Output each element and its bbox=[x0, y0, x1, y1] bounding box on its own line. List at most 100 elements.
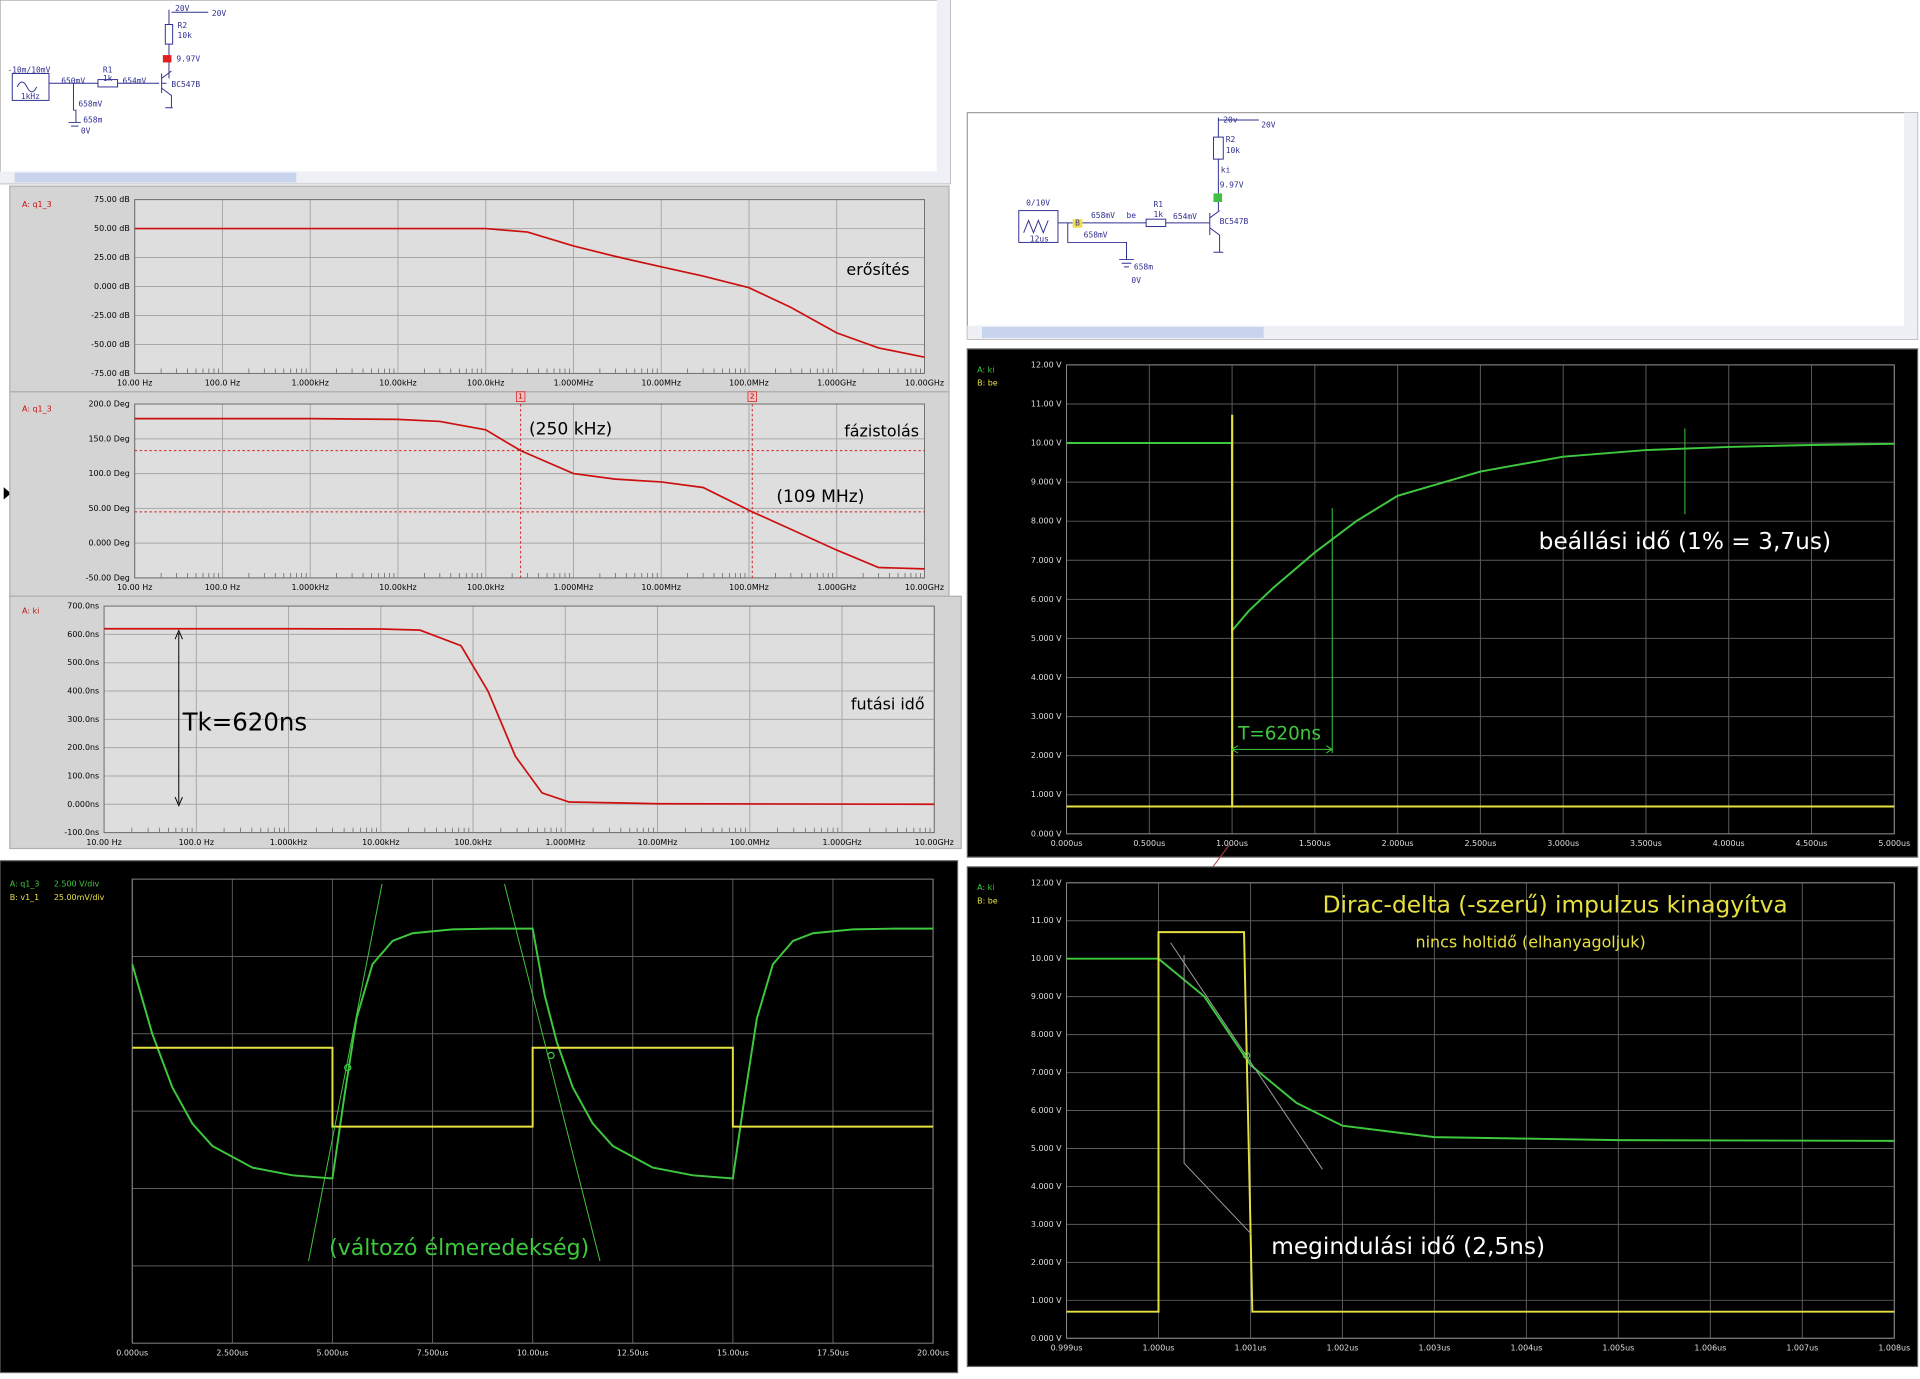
y-tick-label: 0.000 V bbox=[1031, 1334, 1062, 1343]
x-tick-label: 100.0kHz bbox=[454, 838, 491, 847]
schematic-label: BC547B bbox=[171, 80, 200, 89]
x-tick-label: 7.500us bbox=[417, 1348, 449, 1357]
x-tick-label: 1.005us bbox=[1602, 1344, 1634, 1353]
legend-scale: 25.00mV/div bbox=[54, 893, 105, 902]
legend-entry: A: q1_3 bbox=[10, 880, 40, 889]
annotation: megindulási idő (2,5ns) bbox=[1271, 1233, 1545, 1260]
schematic-label: 10k bbox=[1226, 146, 1241, 155]
chart: 0.000us 2.500us 5.000us 7.500us 10.00us 12.50… bbox=[0, 860, 959, 1374]
y-tick-label: 6.000 V bbox=[1031, 595, 1062, 604]
y-tick-label: 1.000 V bbox=[1031, 1296, 1062, 1305]
series-line bbox=[134, 227, 925, 359]
x-tick-label: 0.000us bbox=[116, 1348, 148, 1357]
x-tick-label: 4.500us bbox=[1796, 839, 1828, 848]
schematic-label: 20V bbox=[1261, 120, 1276, 129]
x-tick-label: 17.50us bbox=[817, 1348, 849, 1357]
y-tick-label: 0.000 dB bbox=[94, 282, 130, 291]
x-tick-label: 1.007us bbox=[1786, 1344, 1818, 1353]
legend-entry: A: ki bbox=[22, 606, 39, 615]
x-tick-label: 0.999us bbox=[1051, 1344, 1083, 1353]
schematic-window bbox=[966, 112, 1919, 340]
plot-frame bbox=[131, 878, 934, 1344]
x-tick-label: 4.000us bbox=[1713, 839, 1745, 848]
y-tick-label: 1.000 V bbox=[1031, 790, 1062, 799]
plot-frame bbox=[134, 403, 925, 579]
x-tick-label: 10.00 Hz bbox=[117, 583, 152, 592]
x-tick-label: 100.0kHz bbox=[467, 583, 504, 592]
series-line bbox=[104, 627, 935, 806]
y-tick-label: 12.00 V bbox=[1031, 360, 1062, 369]
x-tick-label: 5.000us bbox=[317, 1348, 349, 1357]
schematic-label: 20V bbox=[175, 4, 190, 13]
x-tick-label: 15.00us bbox=[717, 1348, 749, 1357]
chart: 0.000us 0.500us 1.000us 1.500us 2.000us 2.500… bbox=[966, 348, 1919, 914]
x-tick-label: 10.00MHz bbox=[641, 379, 681, 388]
y-tick-label: 7.000 V bbox=[1031, 1068, 1062, 1077]
scrollbar[interactable] bbox=[936, 0, 951, 172]
x-tick-label: 0.500us bbox=[1133, 839, 1165, 848]
schematic-label: R1 bbox=[103, 65, 113, 74]
x-tick-label: 100.0 Hz bbox=[179, 838, 214, 847]
schematic-label: 9.97V bbox=[176, 54, 200, 63]
schematic-label: be bbox=[1127, 211, 1137, 220]
schematic-window bbox=[0, 0, 951, 185]
x-tick-label: 3.000us bbox=[1547, 839, 1579, 848]
schematic-label: 20V bbox=[212, 9, 227, 18]
y-tick-label: 9.000 V bbox=[1031, 992, 1062, 1001]
y-tick-label: 500.0ns bbox=[67, 658, 99, 667]
cursor-label: 1 bbox=[518, 392, 523, 401]
y-tick-label: 0.000 V bbox=[1031, 829, 1062, 838]
x-tick-label: 100.0kHz bbox=[467, 379, 504, 388]
chart: 10.00 Hz 100.0 Hz 1.000kHz 10.00kHz 100.0kHz… bbox=[9, 595, 962, 850]
schematic-label: 658m bbox=[83, 115, 102, 124]
annotation: erősítés bbox=[846, 260, 909, 279]
y-tick-label: 5.000 V bbox=[1031, 1144, 1062, 1153]
y-tick-label: -50.00 Deg bbox=[86, 573, 130, 582]
schematic-label: 1k bbox=[103, 74, 113, 83]
y-tick-label: 600.0ns bbox=[67, 630, 99, 639]
schematic-label: ki bbox=[1221, 166, 1231, 175]
schematic-label: 654mV bbox=[1173, 212, 1197, 221]
cursor-label: 2 bbox=[750, 392, 755, 401]
y-tick-label: 4.000 V bbox=[1031, 1182, 1062, 1191]
y-tick-label: 4.000 V bbox=[1031, 673, 1062, 682]
x-tick-label: 5.000us bbox=[1878, 839, 1910, 848]
schematic-label: 654mV bbox=[122, 76, 146, 85]
annotation: (250 kHz) bbox=[529, 420, 612, 440]
annotation: futási idő bbox=[851, 695, 925, 714]
series-line bbox=[1066, 931, 1895, 1313]
x-tick-label: 10.00 Hz bbox=[117, 379, 152, 388]
legend-entry: B: be bbox=[977, 379, 998, 388]
x-tick-label: 1.000MHz bbox=[554, 583, 594, 592]
schematic-label: 9.97V bbox=[1220, 180, 1244, 189]
plot-area bbox=[134, 404, 925, 578]
schematic-label: 12us bbox=[1030, 234, 1049, 243]
series-line bbox=[1066, 957, 1895, 1142]
y-tick-label: 2.000 V bbox=[1031, 1258, 1062, 1267]
legend-entry: B: v1_1 bbox=[10, 893, 39, 902]
x-tick-label: 10.00us bbox=[517, 1348, 549, 1357]
y-tick-label: -75.00 dB bbox=[91, 369, 130, 378]
x-tick-label: 1.008us bbox=[1878, 1344, 1910, 1353]
plot-frame bbox=[1066, 364, 1895, 835]
x-tick-label: 100.0MHz bbox=[729, 583, 769, 592]
tangent-line bbox=[308, 883, 601, 1262]
x-tick-label: 20.00us bbox=[917, 1348, 949, 1357]
schematic-label: R2 bbox=[178, 21, 188, 30]
y-tick-label: 12.00 V bbox=[1031, 878, 1062, 887]
x-tick-label: 1.000us bbox=[1143, 1344, 1175, 1353]
y-tick-label: 700.0ns bbox=[67, 602, 99, 611]
y-tick-label: 8.000 V bbox=[1031, 1030, 1062, 1039]
y-tick-label: 10.00 V bbox=[1031, 954, 1062, 963]
splitter-arrow[interactable] bbox=[3, 487, 12, 500]
series-line bbox=[132, 1046, 934, 1128]
tangent-line bbox=[1170, 942, 1323, 1235]
scrollbar[interactable] bbox=[1904, 112, 1918, 327]
chart: 10.00 Hz 100.0 Hz 1.000kHz 10.00kHz 100.0kHz… bbox=[9, 391, 950, 597]
legend-scale: 2.500 V/div bbox=[54, 880, 100, 889]
x-tick-label: 10.00GHz bbox=[905, 379, 944, 388]
x-tick-label: 10.00MHz bbox=[638, 838, 678, 847]
x-tick-label: 1.000us bbox=[1216, 839, 1248, 848]
y-tick-label: 25.00 dB bbox=[94, 253, 130, 262]
chart: 0.999us 1.000us 1.001us 1.002us 1.003us 1.004… bbox=[966, 866, 1919, 1368]
